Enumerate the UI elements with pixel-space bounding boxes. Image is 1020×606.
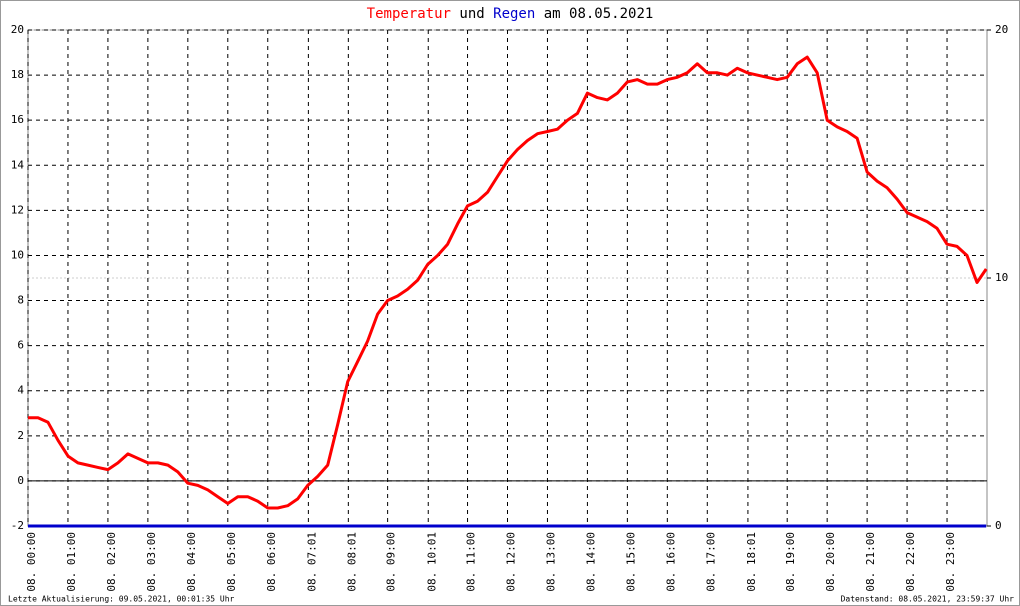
footer-right: Datenstand: 08.05.2021, 23:59:37 Uhr xyxy=(841,595,1015,604)
y2-tick-label: 10 xyxy=(995,271,1008,284)
x-tick-label: 08. 07:01 xyxy=(305,532,318,592)
x-tick-label: 08. 20:00 xyxy=(824,532,837,592)
x-tick-label: 08. 03:00 xyxy=(145,532,158,592)
x-tick-label: 08. 11:00 xyxy=(465,532,478,592)
chart-title: Temperatur und Regen am 08.05.2021 xyxy=(367,6,654,22)
y2-tick-label: 0 xyxy=(995,519,1002,532)
title-date: am 08.05.2021 xyxy=(544,6,654,22)
y-tick-label: 0 xyxy=(17,474,24,487)
x-tick-label: 08. 08:01 xyxy=(345,532,358,592)
y-tick-label: 12 xyxy=(11,203,24,216)
x-tick-label: 08. 00:00 xyxy=(25,532,38,592)
x-tick-label: 08. 21:00 xyxy=(864,532,877,592)
y-tick-label: 4 xyxy=(17,384,24,397)
footer-left: Letzte Aktualisierung: 09.05.2021, 00:01… xyxy=(8,595,235,604)
y-tick-label: 14 xyxy=(11,158,25,171)
x-tick-label: 08. 12:00 xyxy=(505,532,518,592)
title-temperature: Temperatur xyxy=(367,6,451,22)
x-tick-label: 08. 06:00 xyxy=(265,532,278,592)
x-tick-label: 08. 09:00 xyxy=(385,532,398,592)
x-tick-label: 08. 16:00 xyxy=(664,532,677,592)
title-joiner: und xyxy=(459,6,484,22)
y-tick-label: 6 xyxy=(17,339,24,352)
x-tick-label: 08. 01:00 xyxy=(65,532,78,592)
x-tick-label: 08. 15:00 xyxy=(624,532,637,592)
x-tick-label: 08. 10:01 xyxy=(425,532,438,592)
x-tick-label: 08. 22:00 xyxy=(904,532,917,592)
y2-tick-label: 20 xyxy=(995,23,1008,36)
y-tick-label: 10 xyxy=(11,248,24,261)
y-tick-label: 20 xyxy=(11,23,24,36)
y-tick-label: 18 xyxy=(11,68,24,81)
y-tick-label: 16 xyxy=(11,113,24,126)
x-tick-label: 08. 02:00 xyxy=(105,532,118,592)
x-tick-label: 08. 14:00 xyxy=(584,532,597,592)
y-tick-label: 2 xyxy=(17,429,24,442)
y-tick-label: 8 xyxy=(17,294,24,307)
x-tick-label: 08. 18:01 xyxy=(745,532,758,592)
y-tick-label: -2 xyxy=(11,519,24,532)
title-rain: Regen xyxy=(493,6,535,22)
x-tick-label: 08. 04:00 xyxy=(185,532,198,592)
x-tick-label: 08. 19:00 xyxy=(784,532,797,592)
data-line xyxy=(28,55,988,510)
x-tick-label: 08. 13:00 xyxy=(544,532,557,592)
x-tick-label: 08. 17:00 xyxy=(704,532,717,592)
x-tick-label: 08. 23:00 xyxy=(944,532,957,592)
x-tick-label: 08. 05:00 xyxy=(225,532,238,592)
